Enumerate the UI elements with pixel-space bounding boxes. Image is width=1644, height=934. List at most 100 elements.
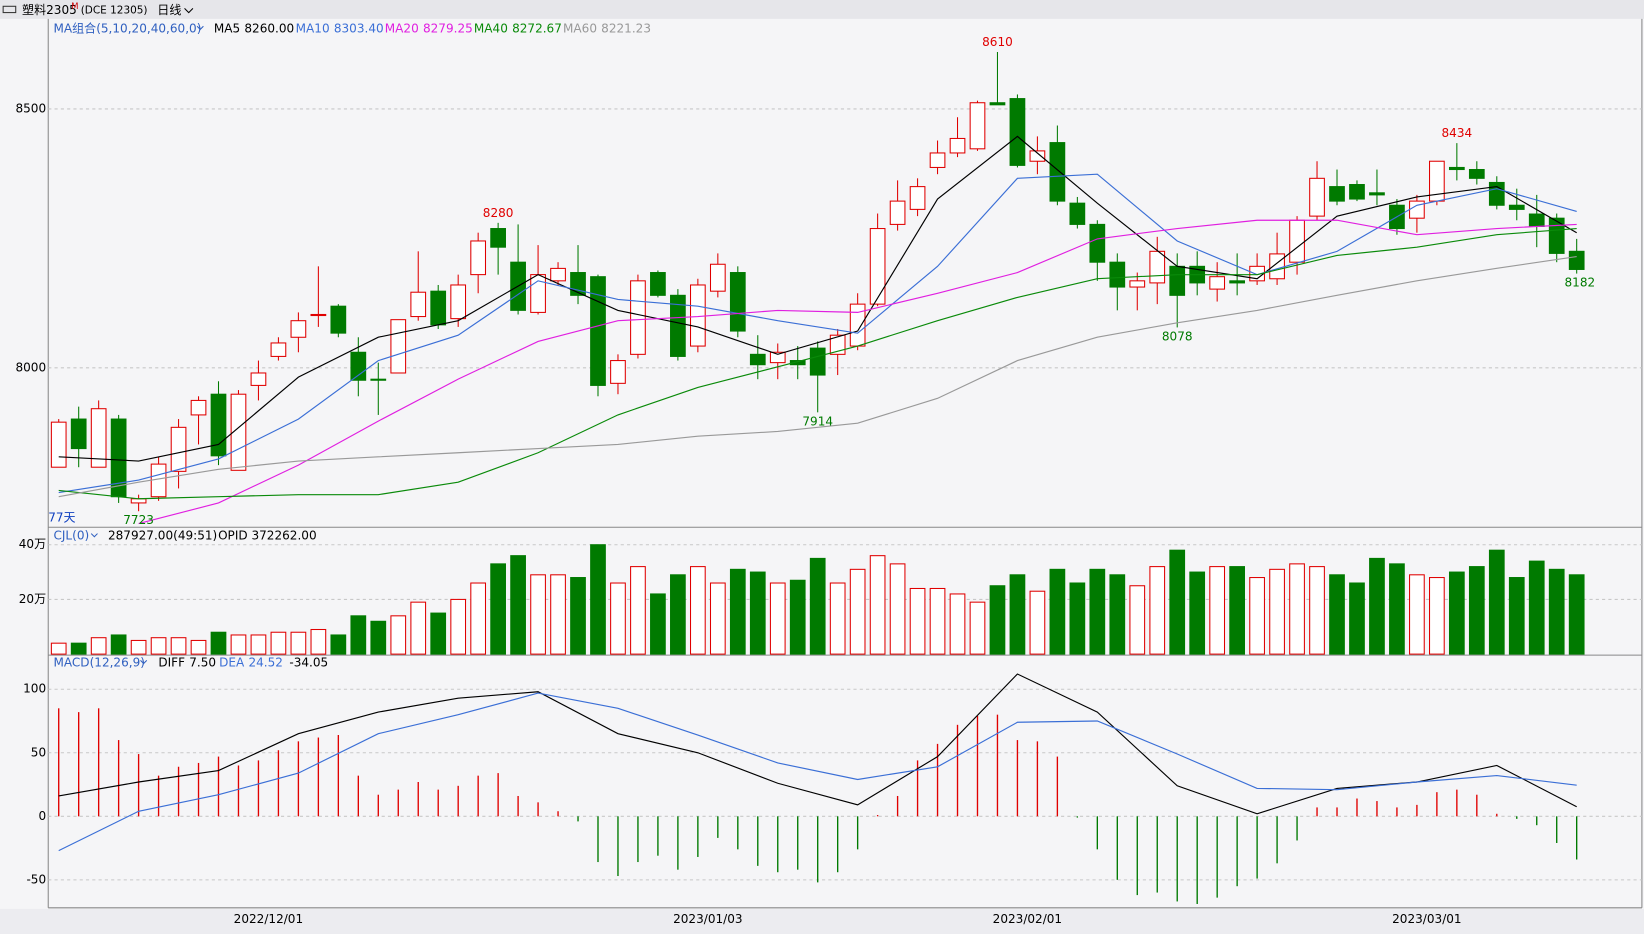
volume-bar bbox=[749, 571, 766, 655]
legend-text: MA60 bbox=[563, 21, 597, 35]
volume-bar bbox=[1568, 574, 1585, 655]
candle-body bbox=[250, 372, 267, 386]
candle-body bbox=[430, 290, 447, 326]
candle-body bbox=[1448, 166, 1465, 171]
volume-bar bbox=[450, 598, 467, 655]
candle-body bbox=[670, 294, 686, 357]
legend-entry: OPID 372262.00 bbox=[218, 528, 317, 542]
legend-text: DEA bbox=[219, 655, 245, 669]
volume-bar bbox=[1229, 566, 1246, 655]
volume-bar bbox=[530, 574, 546, 655]
legend-text: 7.50 bbox=[189, 655, 216, 669]
y-tick-label: 20万 bbox=[19, 592, 46, 606]
candle-body bbox=[969, 102, 986, 150]
candle-body bbox=[829, 334, 846, 355]
volume-bar bbox=[889, 563, 906, 655]
volume-bar bbox=[1169, 549, 1186, 655]
legend-text: MA20 bbox=[385, 21, 419, 35]
volume-bar bbox=[190, 639, 207, 655]
symbol-mark: M bbox=[71, 1, 78, 11]
y-tick-label: 8500 bbox=[15, 101, 46, 115]
x-tick-label: 2023/02/01 bbox=[993, 912, 1062, 926]
indicator-line bbox=[58, 135, 1577, 462]
volume-bar bbox=[650, 593, 666, 655]
y-tick-label: 8000 bbox=[15, 360, 46, 374]
volume-bar bbox=[1149, 566, 1166, 655]
volume-bar bbox=[1249, 577, 1265, 655]
high-label: 8610 bbox=[982, 35, 1013, 49]
candle-body bbox=[610, 360, 626, 384]
candle-body bbox=[1069, 202, 1086, 225]
indicator-line bbox=[58, 692, 1577, 852]
volume-bar bbox=[1488, 549, 1505, 655]
candle-body bbox=[989, 102, 1006, 106]
volume-bar bbox=[989, 585, 1006, 655]
volume-bar bbox=[430, 612, 447, 655]
volume-bar bbox=[590, 544, 606, 655]
candle-body bbox=[650, 272, 666, 296]
legend-entry: -34.05 bbox=[289, 655, 328, 669]
legend-entry: MA5 8260.00 bbox=[214, 21, 294, 35]
low-label: 8182 bbox=[1564, 276, 1595, 290]
volume-bar bbox=[230, 634, 247, 655]
volume-bar bbox=[1049, 568, 1066, 655]
menu-icon[interactable] bbox=[2, 5, 17, 14]
candle-body bbox=[50, 421, 67, 468]
candle-body bbox=[729, 272, 746, 332]
period-selector[interactable]: 日线 bbox=[157, 3, 181, 17]
y-tick-label: 100 bbox=[23, 682, 46, 696]
volume-bar bbox=[1389, 563, 1405, 655]
candle-body bbox=[170, 426, 187, 472]
volume-bar bbox=[969, 601, 986, 655]
candle-body bbox=[1548, 217, 1565, 254]
candle-body bbox=[789, 360, 806, 366]
candle-body bbox=[689, 284, 706, 347]
legend-text: 8279.25 bbox=[423, 21, 473, 35]
candle-body bbox=[630, 280, 646, 355]
volume-bar bbox=[550, 574, 566, 655]
volume-bar bbox=[1189, 571, 1206, 655]
legend-entry: MA60 8221.23 bbox=[563, 21, 651, 35]
candle-body bbox=[70, 418, 87, 450]
volume-bar bbox=[1409, 574, 1425, 655]
candle-body bbox=[210, 393, 227, 457]
volume-bar bbox=[849, 568, 866, 655]
candle-body bbox=[310, 313, 327, 317]
y-tick-label: 50 bbox=[31, 745, 46, 759]
indicator-line bbox=[58, 227, 1577, 500]
volume-bar bbox=[130, 639, 147, 655]
candle-body bbox=[130, 498, 147, 504]
volume-bar bbox=[929, 587, 946, 655]
volume-bar bbox=[1269, 568, 1285, 655]
volume-bar bbox=[1468, 566, 1485, 655]
volume-bar bbox=[689, 566, 706, 655]
volume-bar bbox=[310, 628, 327, 655]
candle-body bbox=[1169, 265, 1186, 296]
volume-bar bbox=[1029, 590, 1046, 655]
volume-bar bbox=[330, 634, 347, 655]
volume-bar bbox=[630, 566, 646, 655]
legend-text: 8303.40 bbox=[334, 21, 384, 35]
indicator-line bbox=[58, 173, 1577, 494]
legend-entry: DEA 24.52 bbox=[219, 655, 283, 669]
legend-text: 287927.00(49:51) bbox=[108, 528, 217, 542]
volume-bar bbox=[829, 582, 846, 655]
candle-body bbox=[270, 342, 287, 357]
y-tick-label: 0 bbox=[38, 809, 46, 823]
x-tick-label: 2022/12/01 bbox=[234, 912, 303, 926]
candle-body bbox=[1009, 98, 1026, 166]
legend-entry: MA10 8303.40 bbox=[296, 21, 384, 35]
volume-bar bbox=[869, 555, 886, 655]
indicator-line bbox=[58, 673, 1577, 815]
candle-body bbox=[190, 399, 207, 416]
volume-bar bbox=[250, 634, 267, 655]
legend-text: 8260.00 bbox=[244, 21, 294, 35]
legend-entry: MACD(12,26,9) bbox=[53, 655, 145, 669]
candle-body bbox=[1269, 253, 1285, 280]
period-chevron[interactable] bbox=[184, 8, 194, 14]
volume-bar bbox=[210, 631, 227, 655]
volume-bar bbox=[1369, 557, 1385, 655]
candle-body bbox=[590, 276, 606, 386]
